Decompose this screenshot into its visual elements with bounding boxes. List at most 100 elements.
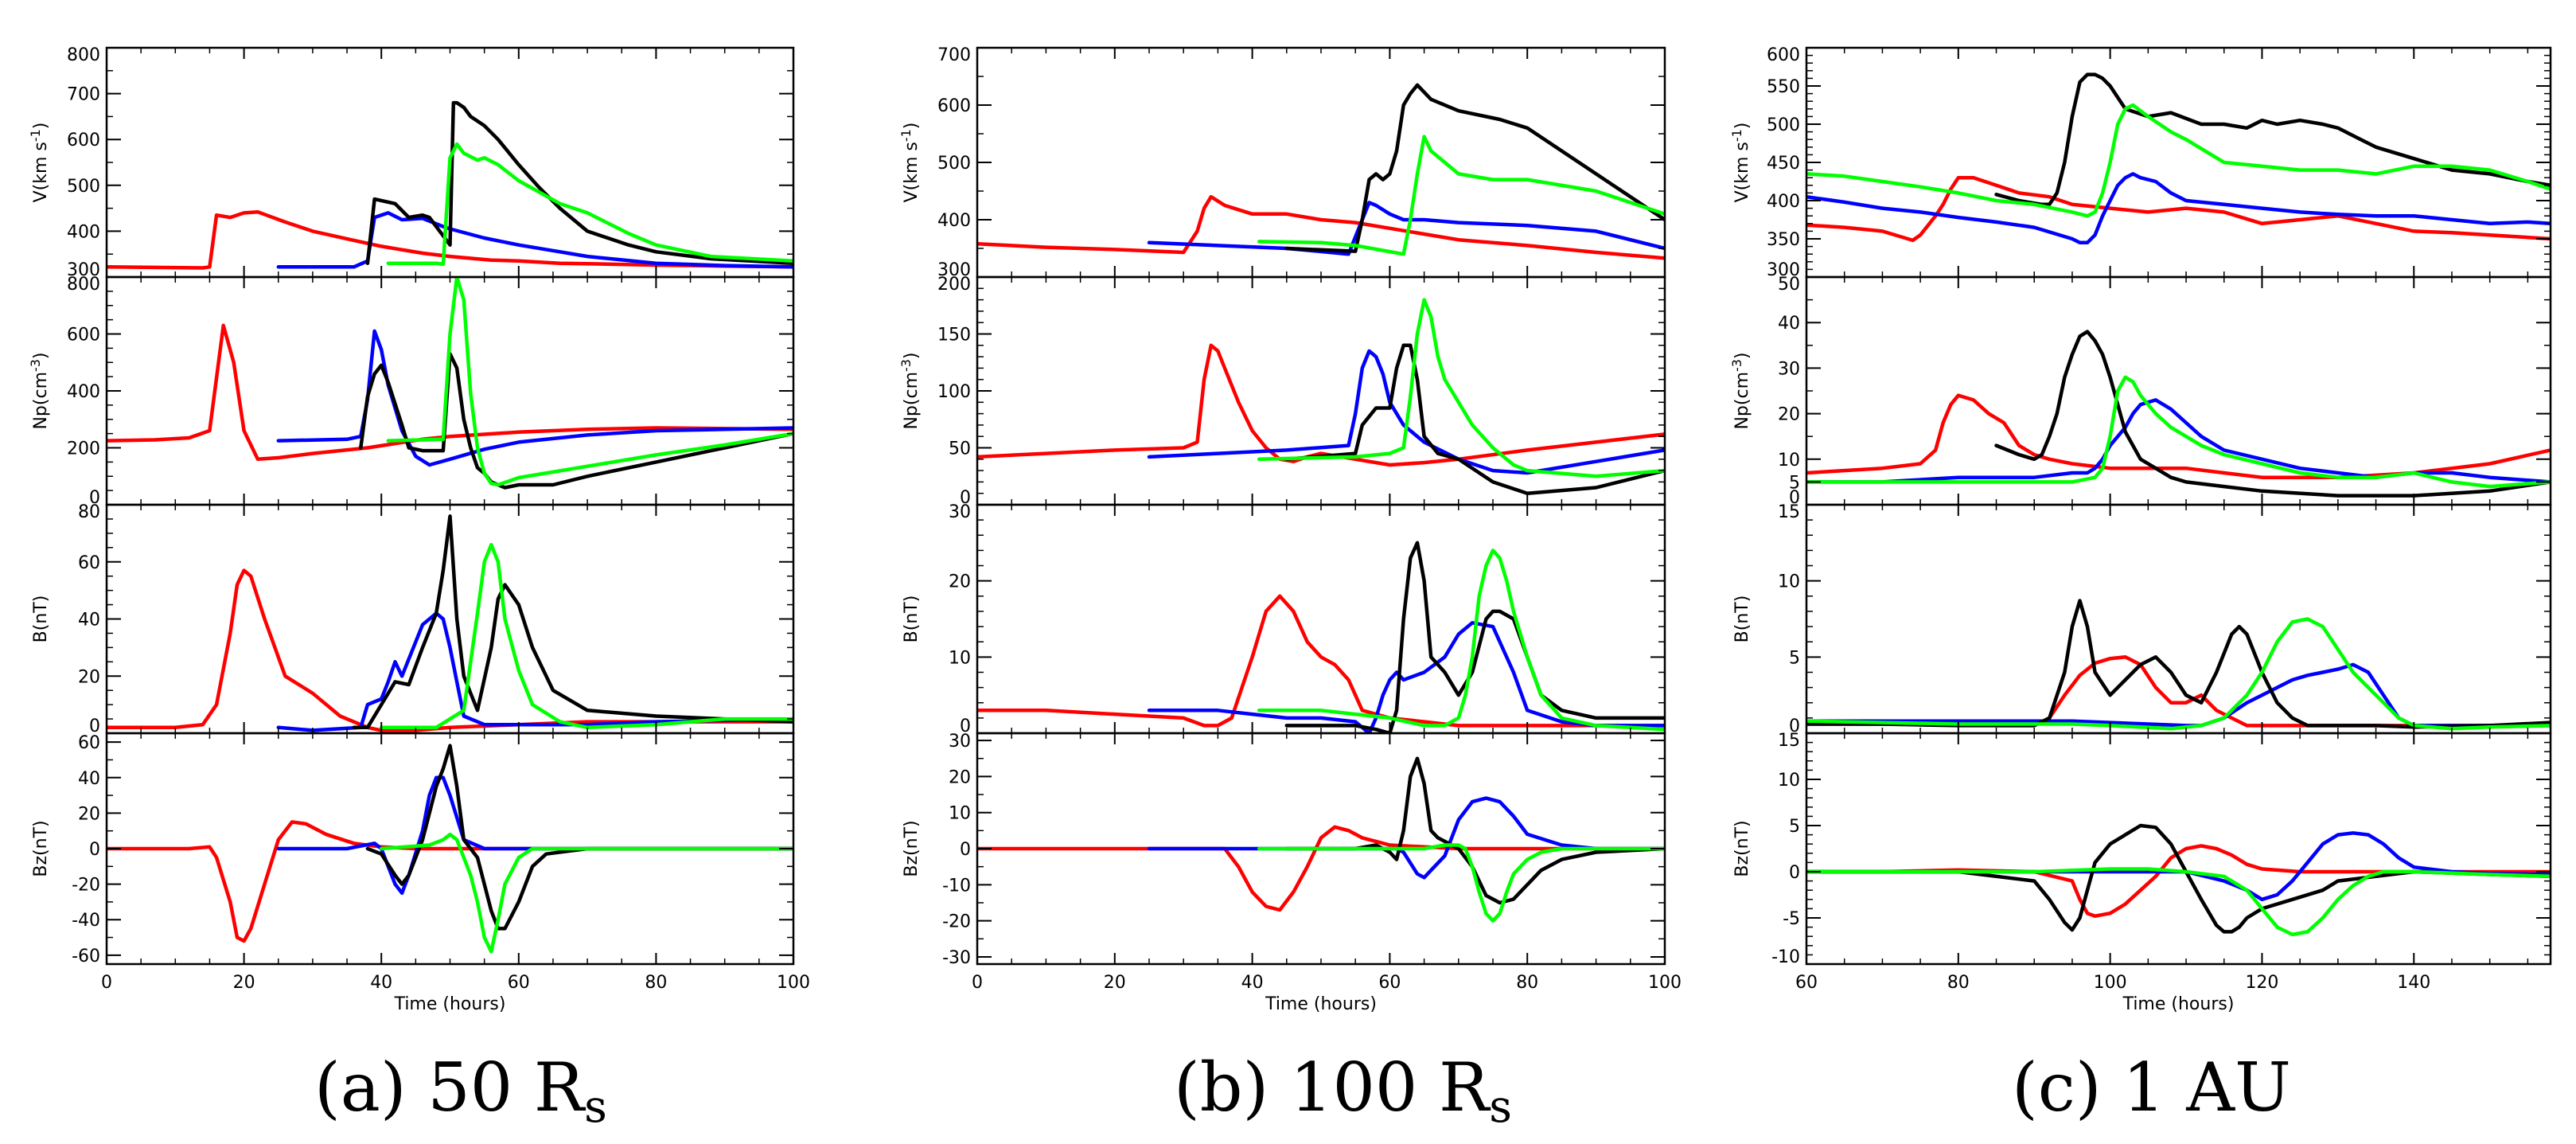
y-tick-label: 150 bbox=[937, 326, 971, 346]
series-line-green bbox=[1806, 375, 2551, 489]
y-tick-label: -5 bbox=[1783, 909, 1800, 929]
y-axis-label: Bz(nT) bbox=[1732, 820, 1752, 877]
y-tick-label: 60 bbox=[78, 553, 100, 573]
plot-frame bbox=[1805, 732, 2552, 966]
y-axis-label: V(km s-1) bbox=[1729, 123, 1752, 203]
series-line-black bbox=[365, 744, 793, 931]
y-tick-label: 400 bbox=[67, 382, 100, 402]
x-tick-label: 60 bbox=[508, 973, 530, 993]
y-tick-label: 40 bbox=[78, 611, 100, 631]
y-tick-label: 10 bbox=[1778, 451, 1800, 470]
y-tick-label: 800 bbox=[67, 45, 100, 65]
y-axis-label: B(nT) bbox=[31, 595, 51, 643]
x-tick-label: 60 bbox=[1795, 973, 1818, 993]
y-tick-label: 10 bbox=[949, 648, 971, 668]
y-tick-label: 600 bbox=[67, 131, 100, 150]
subplot-2-3: 0 10 20 30 B(nT) bbox=[902, 502, 1666, 736]
y-tick-label: 500 bbox=[1767, 115, 1800, 135]
y-axis-label: Np(cm-3) bbox=[28, 352, 51, 429]
series-line-red bbox=[977, 825, 1665, 912]
series-line-red bbox=[977, 594, 1665, 728]
plot-frame bbox=[1805, 46, 2552, 279]
series-line-black bbox=[1994, 72, 2551, 207]
y-axis-label: Bz(nT) bbox=[902, 820, 922, 877]
y-tick-label: 600 bbox=[937, 96, 971, 116]
y-tick-label: 400 bbox=[1767, 192, 1800, 212]
series-line-black bbox=[1284, 343, 1665, 495]
x-tick-label: 100 bbox=[2094, 973, 2127, 993]
y-tick-label: 0 bbox=[1789, 488, 1800, 508]
y-tick-label: -40 bbox=[72, 911, 100, 931]
series-line-green bbox=[379, 832, 793, 954]
y-tick-label: 15 bbox=[1778, 731, 1800, 751]
series-line-red bbox=[107, 323, 793, 462]
y-tick-label: -20 bbox=[72, 876, 100, 896]
series-line-black bbox=[352, 514, 793, 730]
series-line-blue bbox=[1147, 349, 1665, 475]
plot-frame bbox=[105, 275, 795, 506]
series-line-red bbox=[107, 820, 793, 943]
y-tick-label: 400 bbox=[937, 211, 971, 231]
y-tick-label: 40 bbox=[1778, 314, 1800, 334]
y-tick-label: 5 bbox=[1789, 648, 1800, 668]
subplot-1-4: -60 -40 -20 0 20 40 60 Bz(nT) bbox=[31, 732, 795, 966]
series-line-green bbox=[386, 277, 793, 487]
series-line-blue bbox=[1806, 172, 2551, 245]
plot-frame bbox=[1805, 503, 2552, 735]
x-tick-label: 40 bbox=[370, 973, 392, 993]
series-line-green bbox=[1806, 617, 2551, 731]
x-tick-label: 40 bbox=[1241, 973, 1264, 993]
y-tick-label: 10 bbox=[949, 804, 971, 824]
y-axis-label: Np(cm-3) bbox=[1729, 352, 1752, 429]
series-line-red bbox=[1806, 844, 2551, 918]
y-tick-label: 700 bbox=[937, 45, 971, 65]
series-line-red bbox=[107, 209, 793, 270]
y-tick-label: 5 bbox=[1789, 817, 1800, 837]
series-line-blue bbox=[276, 611, 793, 732]
x-tick-label: 80 bbox=[1947, 973, 1970, 993]
y-tick-label: 300 bbox=[1767, 260, 1800, 280]
x-tick-label: 100 bbox=[777, 973, 810, 993]
series-line-black bbox=[1284, 756, 1665, 905]
y-tick-label: -60 bbox=[72, 947, 100, 966]
subplot-1-2: 0 200 400 600 800 Np(cm-3) bbox=[28, 275, 795, 508]
series-line-black bbox=[1284, 83, 1665, 253]
series-line-red bbox=[977, 343, 1665, 467]
y-tick-label: 30 bbox=[949, 502, 971, 522]
y-tick-label: 400 bbox=[67, 222, 100, 242]
subplot-2-1: 300 400 500 600 700 V(km s-1) bbox=[898, 45, 1666, 280]
y-axis-label: B(nT) bbox=[902, 595, 922, 643]
y-tick-label: 300 bbox=[937, 260, 971, 280]
series-line-green bbox=[1257, 298, 1665, 478]
plot-frame bbox=[976, 503, 1666, 735]
y-tick-label: 200 bbox=[67, 439, 100, 459]
x-axis-label: Time (hours) bbox=[1265, 994, 1377, 1014]
subplot-3-3: 0 5 10 15 B(nT) bbox=[1732, 502, 2552, 736]
y-tick-label: 0 bbox=[960, 488, 971, 508]
series-line-red bbox=[1806, 393, 2551, 479]
y-tick-label: 40 bbox=[78, 769, 100, 789]
plot-frame bbox=[976, 275, 1666, 506]
series-line-black bbox=[1994, 330, 2551, 498]
y-tick-label: 100 bbox=[937, 382, 971, 402]
y-tick-label: -30 bbox=[942, 948, 971, 968]
series-line-green bbox=[1806, 103, 2551, 218]
y-tick-label: 0 bbox=[960, 840, 971, 860]
series-line-blue bbox=[1806, 662, 2551, 728]
x-tick-label: 80 bbox=[645, 973, 667, 993]
y-tick-label: 200 bbox=[937, 275, 971, 295]
x-tick-label: 60 bbox=[1378, 973, 1401, 993]
panel-caption: (b) 100 Rs bbox=[1174, 1048, 1512, 1133]
y-axis-label: Np(cm-3) bbox=[898, 352, 922, 429]
y-tick-label: -10 bbox=[1771, 947, 1800, 967]
y-axis-label: Bz(nT) bbox=[31, 820, 51, 877]
y-tick-label: -10 bbox=[942, 876, 971, 896]
y-tick-label: 700 bbox=[67, 85, 100, 105]
x-tick-label: 120 bbox=[2245, 973, 2278, 993]
series-line-black bbox=[359, 352, 793, 490]
y-tick-label: 0 bbox=[89, 716, 100, 736]
x-tick-label: 20 bbox=[1104, 973, 1126, 993]
subplot-2-2: 0 50 100 150 200 Np(cm-3) bbox=[898, 275, 1666, 508]
y-tick-label: 10 bbox=[1778, 572, 1800, 592]
